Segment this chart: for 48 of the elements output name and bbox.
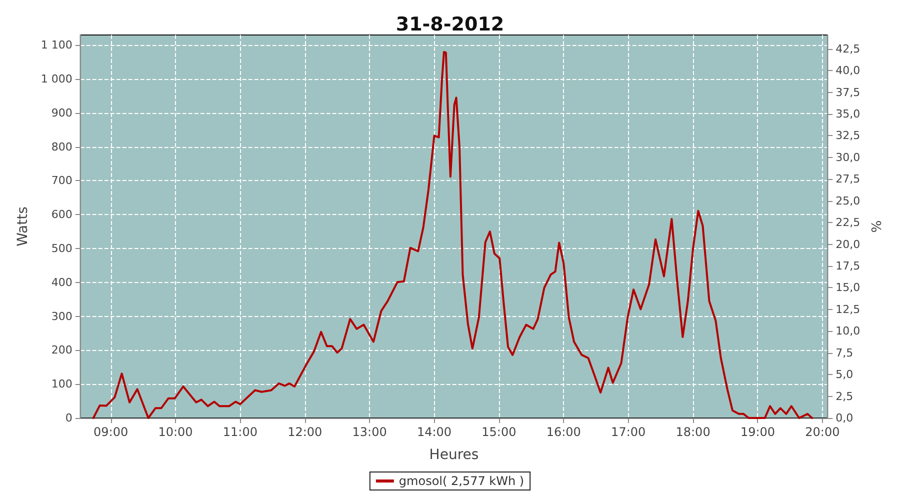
y2-tick-label: 27,5 (836, 172, 860, 186)
x-tick-label: 19:00 (740, 425, 776, 439)
x-tick-label: 16:00 (546, 425, 581, 439)
y2-axis-title: % (870, 220, 885, 233)
y2-tick-label: 42,5 (836, 42, 860, 56)
y2-tick-label: 0,0 (836, 412, 854, 424)
y-tick-label: 1 000 (40, 72, 72, 86)
y2-tick-label: 7,5 (836, 346, 854, 360)
y2-tick-label: 10,0 (836, 324, 860, 338)
x-tick-label: 10:00 (158, 425, 193, 439)
y-tick-label: 400 (51, 276, 72, 289)
y2-tick-label: 40,0 (836, 64, 860, 78)
y2-tick-label: 17,5 (836, 260, 860, 273)
y2-tick-label: 12,5 (836, 302, 860, 316)
y2-tick-label: 32,5 (836, 129, 860, 142)
y2-tick-label: 2,5 (836, 390, 854, 403)
y-tick-label: 800 (51, 140, 72, 154)
x-tick-label: 09:00 (94, 425, 128, 439)
x-tick-label: 12:00 (288, 425, 322, 439)
y2-tick-label: 5,0 (836, 368, 854, 382)
y-tick-label: 0 (65, 412, 72, 424)
x-tick-label: 14:00 (416, 425, 452, 439)
y-tick-label: 600 (51, 208, 72, 222)
x-tick-label: 15:00 (482, 425, 516, 439)
y-tick-label: 300 (51, 310, 72, 323)
y-tick-label: 900 (51, 106, 72, 120)
y2-tick-label: 20,0 (836, 238, 860, 251)
y2-tick-label: 37,5 (836, 86, 860, 99)
y2-tick-label: 35,0 (836, 108, 860, 121)
x-tick-label: 13:00 (352, 425, 387, 439)
legend-label: gmosol( 2,577 kWh ) (398, 474, 524, 488)
y-tick-label: 100 (51, 378, 72, 391)
x-tick-label: 11:00 (222, 425, 258, 439)
y2-tick-label: 30,0 (836, 150, 860, 164)
y-tick-label: 1 100 (40, 38, 72, 52)
x-tick-label: 18:00 (676, 425, 710, 439)
chart-title: 31-8-2012 (396, 14, 504, 36)
y-tick-label: 700 (51, 174, 72, 188)
line-series (92, 50, 814, 419)
y-tick-label: 500 (51, 242, 72, 256)
y2-tick-label: 15,0 (836, 281, 860, 294)
x-axis-title: Heures (429, 447, 479, 463)
x-tick-label: 20:00 (805, 425, 840, 439)
y2-tick-label: 25,0 (836, 194, 860, 208)
y2-tick-label: 22,5 (836, 216, 860, 230)
x-tick-label: 17:00 (611, 425, 646, 439)
y-tick-label: 200 (51, 344, 72, 357)
y-axis-title: Watts (15, 206, 31, 246)
